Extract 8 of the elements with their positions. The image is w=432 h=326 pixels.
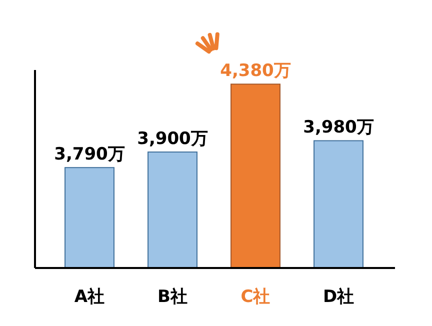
x-tick-label: C社 xyxy=(240,287,270,307)
data-label: 3,900万 xyxy=(137,129,208,150)
data-label: 3,980万 xyxy=(303,118,374,138)
x-tick-label: A社 xyxy=(74,287,105,307)
x-tick-label: B社 xyxy=(158,287,188,307)
data-label: 3,790万 xyxy=(54,144,125,165)
data-label: 4,380万 xyxy=(220,61,291,82)
x-tick-label: D社 xyxy=(322,287,354,307)
